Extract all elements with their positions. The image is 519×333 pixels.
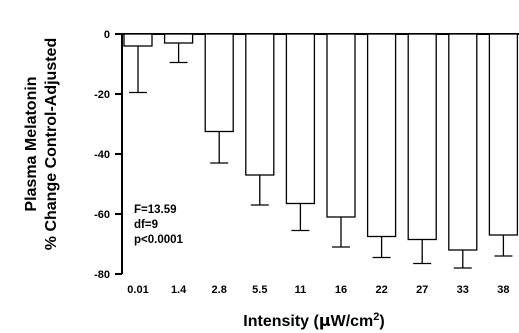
x-tick-label: 38 — [497, 284, 509, 296]
annotation-df: df=9 — [134, 219, 158, 231]
y-axis-title-line2: % Change Control-Adjusted — [43, 38, 60, 250]
y-tick-label: 0 — [104, 29, 110, 41]
bar — [366, 33, 397, 238]
y-tick-label: -40 — [94, 149, 110, 161]
x-tick-label: 16 — [335, 284, 347, 296]
x-tick-label: 22 — [375, 284, 387, 296]
bar — [285, 33, 316, 205]
bar — [163, 33, 194, 44]
y-tick-label: -60 — [94, 209, 110, 221]
y-tick-label: -20 — [94, 89, 110, 101]
x-tick-label: 0.01 — [127, 284, 148, 296]
bar — [326, 33, 356, 218]
bar — [407, 33, 437, 241]
bar — [204, 33, 234, 133]
bars — [123, 33, 519, 269]
x-tick-label: 5.5 — [252, 284, 267, 296]
y-tick-label: -80 — [94, 269, 110, 281]
annotation-f-stat: F=13.59 — [134, 204, 177, 216]
y-axis-title-line1: Plasma Melatonin — [23, 76, 40, 211]
bar — [448, 33, 478, 251]
bar — [123, 33, 153, 47]
x-tick-label: 33 — [457, 284, 469, 296]
bar — [245, 33, 275, 176]
x-tick-label: 2.8 — [212, 284, 227, 296]
annotation-p-value: p<0.0001 — [134, 234, 184, 246]
x-tick-label: 11 — [295, 284, 307, 296]
tick-labels: 0 -20 -40 -60 -80 0.01 1.4 2.8 5.5 11 16 22 27 33 38 — [94, 29, 509, 296]
x-axis-title: Intensity (μW/cm2) — [243, 311, 384, 330]
x-tick-label: 1.4 — [171, 284, 187, 296]
bar — [488, 33, 519, 236]
x-tick-label: 27 — [416, 284, 428, 296]
